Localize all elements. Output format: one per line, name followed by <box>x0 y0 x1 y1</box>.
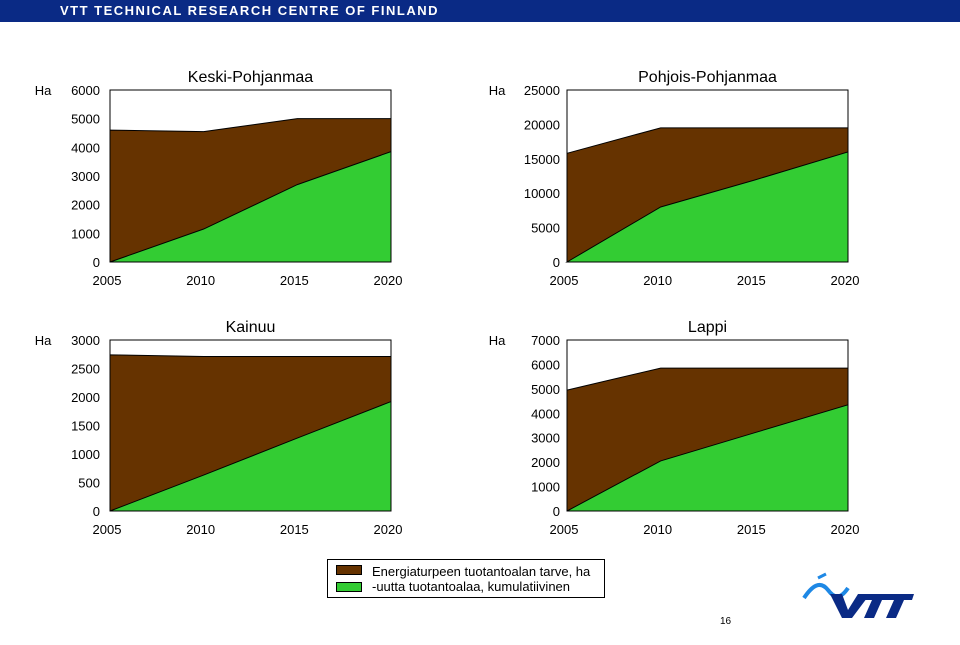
y-axis-label: Ha <box>35 83 52 98</box>
plot-border <box>566 339 849 512</box>
y-tick-label: 3000 <box>71 169 100 184</box>
y-tick-label: 0 <box>553 504 560 519</box>
chart-title: Lappi <box>688 319 727 336</box>
logo-letter-t2 <box>886 594 914 618</box>
y-tick-label: 15000 <box>524 152 560 167</box>
y-tick-label: 2000 <box>531 455 560 470</box>
x-tick-label: 2020 <box>831 522 860 537</box>
chart-title: Keski-Pohjanmaa <box>188 69 314 86</box>
x-tick-label: 2010 <box>643 522 672 537</box>
logo-letters <box>830 594 914 618</box>
y-axis-label: Ha <box>489 83 506 98</box>
y-tick-label: 5000 <box>71 112 100 127</box>
y-tick-label: 500 <box>78 476 100 491</box>
header-title: VTT TECHNICAL RESEARCH CENTRE OF FINLAND <box>60 3 439 18</box>
y-tick-label: 0 <box>93 504 100 519</box>
y-tick-label: 7000 <box>531 333 560 348</box>
y-tick-label: 3000 <box>531 431 560 446</box>
y-tick-label: 2000 <box>71 390 100 405</box>
y-tick-label: 5000 <box>531 382 560 397</box>
y-tick-label: 1000 <box>531 480 560 495</box>
chart-0: Keski-Pohjanmaa 0 1000 2000 3000 4000 5000 6000… <box>35 69 403 288</box>
y-tick-label: 2500 <box>71 362 100 377</box>
x-tick-label: 2015 <box>280 522 309 537</box>
logo-letter-t1 <box>864 594 892 618</box>
y-tick-label: 0 <box>93 255 100 270</box>
legend: Energiaturpeen tuotantoalan tarve, ha -u… <box>327 559 605 598</box>
y-tick-label: 1000 <box>71 226 100 241</box>
y-axis-label: Ha <box>35 333 52 348</box>
legend-label-need: Energiaturpeen tuotantoalan tarve, ha <box>372 564 591 579</box>
y-tick-label: 4000 <box>531 406 560 421</box>
y-tick-label: 25000 <box>524 83 560 98</box>
page-number: 16 <box>720 616 732 627</box>
logo-letter-v <box>830 594 870 618</box>
y-tick-label: 6000 <box>531 357 560 372</box>
x-tick-label: 2020 <box>374 522 403 537</box>
vtt-logo <box>802 572 914 618</box>
x-tick-label: 2005 <box>93 522 122 537</box>
y-tick-label: 6000 <box>71 83 100 98</box>
chart-title: Pohjois-Pohjanmaa <box>638 69 777 86</box>
y-tick-label: 10000 <box>524 186 560 201</box>
y-tick-label: 3000 <box>71 333 100 348</box>
plot-border <box>109 339 392 512</box>
x-tick-label: 2020 <box>831 273 860 288</box>
x-tick-label: 2005 <box>93 273 122 288</box>
y-tick-label: 5000 <box>531 221 560 236</box>
x-tick-label: 2010 <box>186 273 215 288</box>
y-tick-label: 0 <box>553 255 560 270</box>
x-tick-label: 2010 <box>186 522 215 537</box>
y-tick-label: 4000 <box>71 140 100 155</box>
plot-border <box>109 89 392 263</box>
x-tick-label: 2015 <box>737 522 766 537</box>
y-axis-label: Ha <box>489 333 506 348</box>
logo-swoosh-2 <box>817 572 827 580</box>
legend-labels: Energiaturpeen tuotantoalan tarve, ha -u… <box>372 564 590 594</box>
chart-title: Kainuu <box>226 319 276 336</box>
x-tick-label: 2020 <box>374 273 403 288</box>
x-tick-label: 2015 <box>737 273 766 288</box>
x-tick-label: 2005 <box>550 522 579 537</box>
legend-swatch-need <box>336 565 362 575</box>
x-tick-label: 2005 <box>550 273 579 288</box>
header-bar: VTT TECHNICAL RESEARCH CENTRE OF FINLAND <box>0 0 960 22</box>
y-tick-label: 1500 <box>71 419 100 434</box>
x-tick-label: 2010 <box>643 273 672 288</box>
y-tick-label: 2000 <box>71 198 100 213</box>
x-tick-label: 2015 <box>280 273 309 288</box>
chart-2: Kainuu 0 500 1000 1500 2000 2500 3000 Ha 2005 2010… <box>35 319 403 537</box>
chart-3: Lappi 0 1000 2000 3000 4000 5000 6000 7000 Ha 2005… <box>489 319 860 537</box>
chart-1: Pohjois-Pohjanmaa 0 5000 10000 15000 20000 250… <box>489 69 860 288</box>
legend-swatch-new <box>336 582 362 592</box>
y-tick-label: 20000 <box>524 117 560 132</box>
legend-label-new: -uutta tuotantoalaa, kumulatiivinen <box>372 579 571 594</box>
plot-border <box>566 89 849 263</box>
y-tick-label: 1000 <box>71 447 100 462</box>
